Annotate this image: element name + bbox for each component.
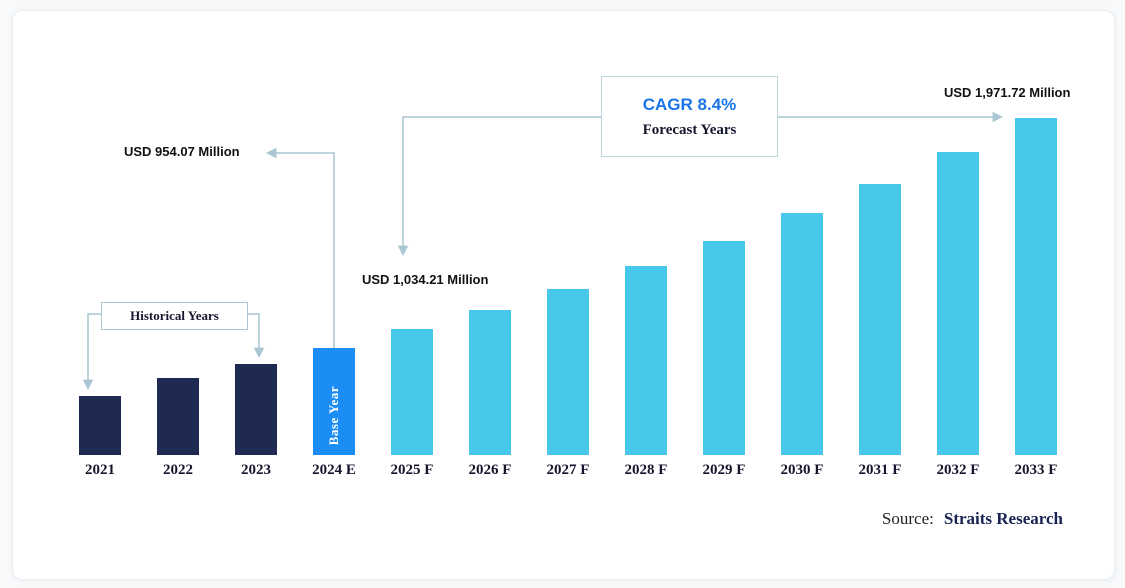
x-label-2022: 2022: [163, 462, 193, 478]
x-label-2025-f: 2025 F: [390, 462, 434, 478]
historical-years-label: Historical Years: [130, 308, 219, 323]
historical-years-box: Historical Years: [101, 302, 248, 330]
x-label-2029-f: 2029 F: [702, 462, 746, 478]
x-label-2030-f: 2030 F: [780, 462, 824, 478]
bar-2023: [235, 364, 277, 455]
x-label-2028-f: 2028 F: [624, 462, 668, 478]
bar-2022: [157, 378, 199, 455]
cagr-label: CAGR 8.4%: [642, 94, 737, 114]
bar-2033-f: [1015, 118, 1057, 455]
x-label-2033-f: 2033 F: [1014, 462, 1058, 478]
value-label-2033: USD 1,971.72 Million: [944, 85, 1071, 100]
x-label-2024-e: 2024 E: [312, 462, 356, 478]
bar-2026-f: [469, 310, 511, 455]
bar-2028-f: [625, 266, 667, 455]
bar-2029-f: [703, 241, 745, 455]
source-prefix: Source:: [881, 509, 934, 528]
forecast-years-label: Forecast Years: [642, 121, 737, 138]
bar-2021: [79, 396, 121, 455]
bar-2030-f: [781, 213, 823, 455]
cagr-forecast-box: CAGR 8.4% Forecast Years: [601, 76, 778, 157]
x-label-2032-f: 2032 F: [936, 462, 980, 478]
value-label-2025: USD 1,034.21 Million: [362, 272, 489, 287]
bar-2025-f: [391, 329, 433, 455]
x-label-2023: 2023: [241, 462, 271, 478]
x-label-2027-f: 2027 F: [546, 462, 590, 478]
x-label-2021: 2021: [85, 462, 115, 478]
source-name: Straits Research: [943, 509, 1063, 528]
bar-2024-e: Base Year: [313, 348, 355, 455]
bar-2032-f: [937, 152, 979, 455]
bar-2031-f: [859, 184, 901, 455]
source-line: Source: Straits Research: [882, 509, 1063, 529]
bar-2027-f: [547, 289, 589, 455]
value-label-2024: USD 954.07 Million: [124, 144, 240, 159]
x-label-2031-f: 2031 F: [858, 462, 902, 478]
x-label-2026-f: 2026 F: [468, 462, 512, 478]
